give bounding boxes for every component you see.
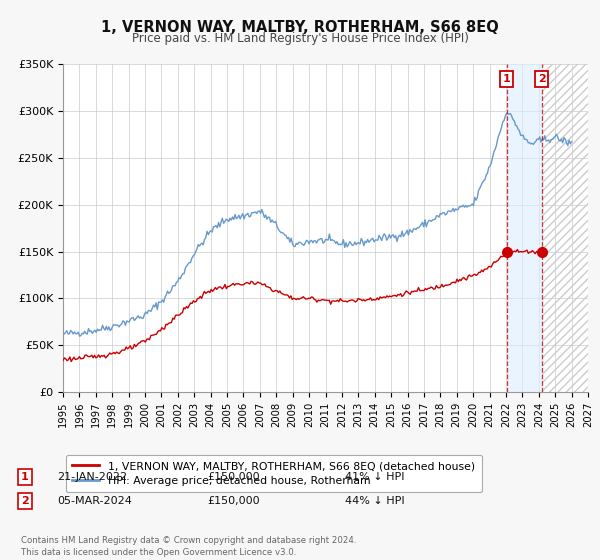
Text: 1, VERNON WAY, MALTBY, ROTHERHAM, S66 8EQ: 1, VERNON WAY, MALTBY, ROTHERHAM, S66 8E… bbox=[101, 20, 499, 35]
Text: Contains HM Land Registry data © Crown copyright and database right 2024.
This d: Contains HM Land Registry data © Crown c… bbox=[21, 536, 356, 557]
Text: £150,000: £150,000 bbox=[207, 472, 260, 482]
Bar bbox=[542, 64, 588, 392]
Text: 21-JAN-2022: 21-JAN-2022 bbox=[57, 472, 127, 482]
Text: 41% ↓ HPI: 41% ↓ HPI bbox=[345, 472, 404, 482]
Text: 1: 1 bbox=[503, 74, 511, 84]
Text: Price paid vs. HM Land Registry's House Price Index (HPI): Price paid vs. HM Land Registry's House … bbox=[131, 32, 469, 45]
Text: 05-MAR-2024: 05-MAR-2024 bbox=[57, 496, 132, 506]
Bar bbox=[507, 64, 542, 392]
Legend: 1, VERNON WAY, MALTBY, ROTHERHAM, S66 8EQ (detached house), HPI: Average price, : 1, VERNON WAY, MALTBY, ROTHERHAM, S66 8E… bbox=[66, 455, 482, 492]
Text: 1: 1 bbox=[21, 472, 29, 482]
Text: £150,000: £150,000 bbox=[207, 496, 260, 506]
Text: 2: 2 bbox=[538, 74, 545, 84]
Text: 2: 2 bbox=[21, 496, 29, 506]
Bar bbox=[542, 64, 588, 392]
Text: 44% ↓ HPI: 44% ↓ HPI bbox=[345, 496, 404, 506]
